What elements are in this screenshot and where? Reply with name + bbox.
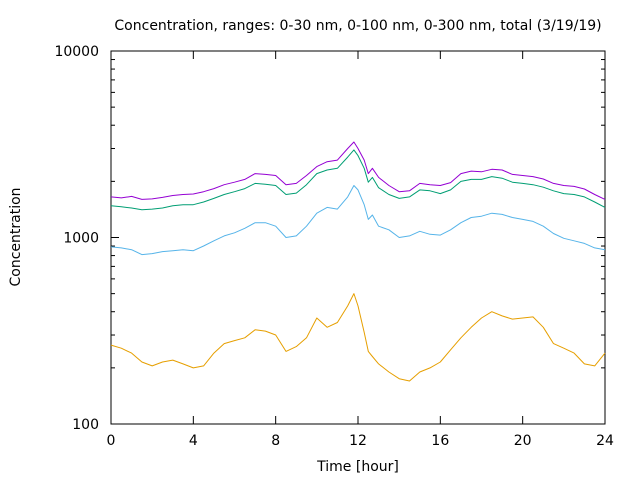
series-lines [110, 141, 606, 382]
x-tick-label: 12 [349, 433, 367, 449]
series-line-2 [110, 149, 606, 211]
x-tick-label: 20 [514, 433, 532, 449]
y-tick-label: 1000 [63, 231, 99, 247]
x-axis-label: Time [hour] [316, 459, 399, 475]
x-tick-label: 16 [431, 433, 449, 449]
series-line-3 [110, 185, 606, 256]
x-tick-label: 4 [189, 433, 198, 449]
x-tick-label: 8 [271, 433, 280, 449]
y-axis-label: Concentration [8, 187, 24, 286]
plot-frame [110, 50, 606, 425]
series-line-4 [110, 293, 606, 382]
x-tick-label: 24 [596, 433, 614, 449]
series-line-1 [110, 141, 606, 200]
y-tick-label: 100 [72, 417, 99, 433]
y-tick-label: 10000 [54, 44, 99, 60]
y-axis: 100 1000 10000 [54, 44, 605, 433]
x-axis: 0 4 8 12 16 20 24 [107, 51, 614, 449]
x-tick-label: 0 [107, 433, 116, 449]
chart-title: Concentration, ranges: 0-30 nm, 0-100 nm… [114, 18, 601, 34]
